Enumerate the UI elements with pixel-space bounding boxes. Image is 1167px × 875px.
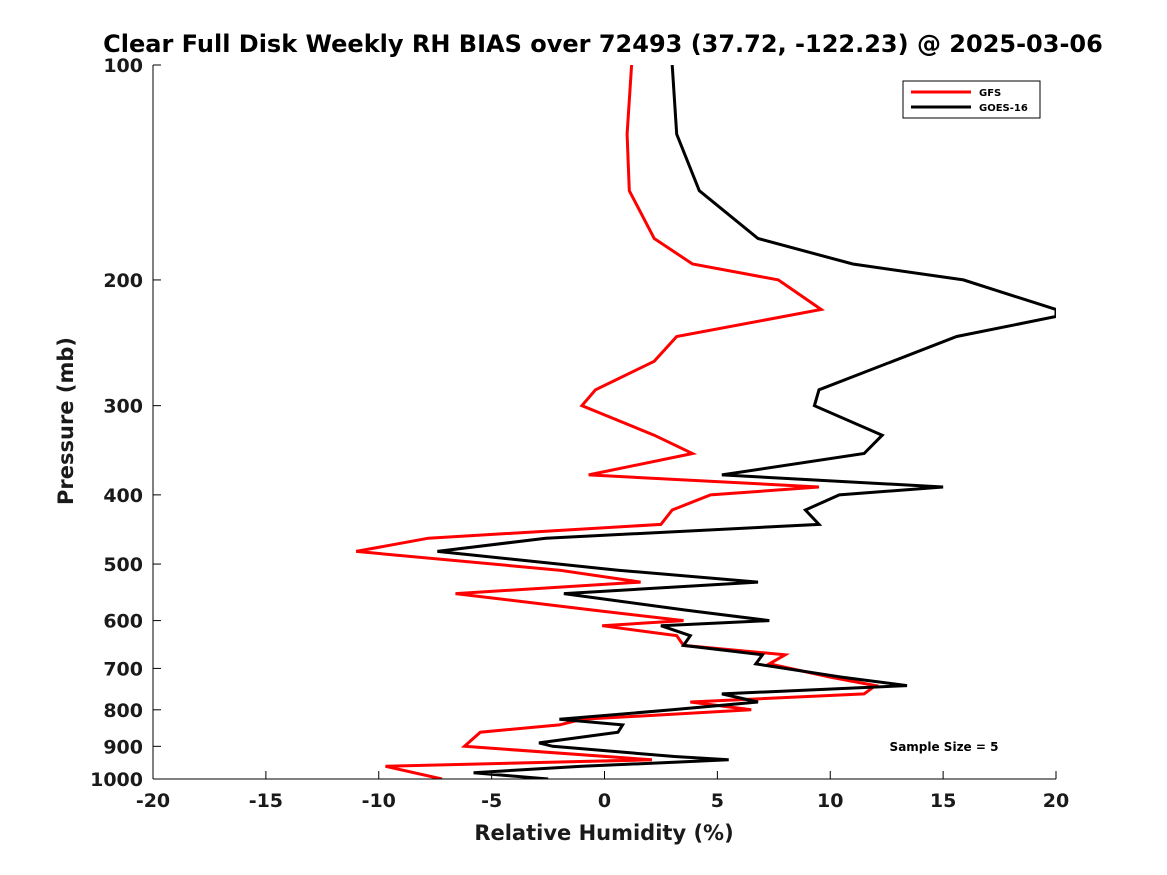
series-line-goes16: [437, 65, 1056, 779]
x-tick-label: 0: [598, 790, 611, 812]
x-tick-label: -20: [136, 790, 170, 812]
y-tick-label: 200: [103, 270, 143, 292]
series-line-gfs: [355, 65, 880, 779]
x-tick-label: 15: [930, 790, 956, 812]
legend-box: [902, 80, 1041, 119]
y-tick-label: 500: [103, 554, 143, 576]
y-tick-label: 1000: [90, 769, 143, 791]
x-tick-label: -5: [481, 790, 502, 812]
chart-title: Clear Full Disk Weekly RH BIAS over 7249…: [103, 30, 1103, 58]
y-tick-label: 700: [103, 658, 143, 680]
x-axis-label: Relative Humidity (%): [474, 821, 733, 845]
legend: GFS GOES-16: [902, 80, 1041, 119]
y-tick-label: 300: [103, 396, 143, 418]
axes-layer: -20 -15 -10 -5 0 5 10 15 20 100 200 300 400 500 600 700…: [90, 55, 1069, 812]
y-tick-label: 800: [103, 700, 143, 722]
x-tick-label: 10: [817, 790, 843, 812]
y-tick-label: 900: [103, 736, 143, 758]
series-layer: [355, 65, 1056, 779]
sample-size-annotation: Sample Size = 5: [890, 740, 999, 754]
plot-area: -20 -15 -10 -5 0 5 10 15 20 100 200 300 400 500 600 700…: [90, 55, 1069, 812]
y-tick-label: 600: [103, 611, 143, 633]
x-tick-label: -15: [249, 790, 283, 812]
y-tick-label: 100: [103, 55, 143, 77]
x-tick-label: 20: [1043, 790, 1069, 812]
y-axis-label: Pressure (mb): [54, 337, 78, 505]
x-tick-label: 5: [711, 790, 724, 812]
legend-label-goes16: GOES-16: [979, 103, 1028, 114]
y-tick-label: 400: [103, 485, 143, 507]
x-tick-label: -10: [362, 790, 396, 812]
legend-label-gfs: GFS: [979, 88, 1001, 99]
